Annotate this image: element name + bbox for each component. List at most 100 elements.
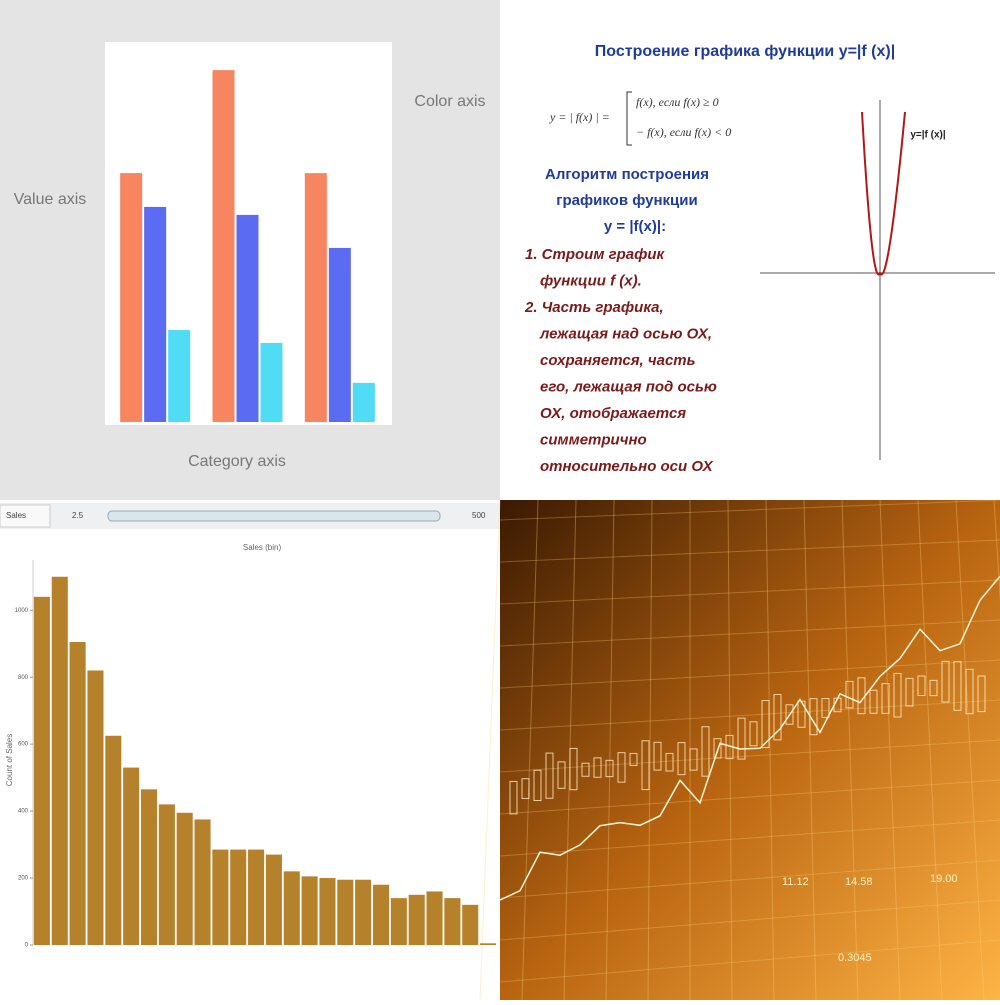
- photo-background: [500, 500, 1000, 1000]
- photo-grid: [841, 499, 859, 1001]
- bar: [304, 173, 327, 422]
- photo-candle: [713, 738, 722, 759]
- algorithm-step: относительно оси ОХ: [540, 458, 714, 475]
- photo-candle: [677, 742, 686, 776]
- algorithm-step: лежащая над осью ОХ,: [539, 325, 712, 342]
- bar: [352, 382, 375, 422]
- photo-candle: [689, 748, 698, 771]
- photo-candle: [665, 752, 674, 772]
- photo-grid: [955, 499, 985, 1001]
- bar: [480, 943, 497, 945]
- bar: [283, 871, 300, 945]
- bar: [33, 596, 50, 945]
- photo-labels: 11.12 14.58 19.00 0.3045: [782, 873, 958, 964]
- photo-grid: [499, 539, 1000, 563]
- algorithm-step: его, лежащая под осью: [540, 378, 717, 395]
- legend-title: Color axis: [414, 93, 485, 110]
- photo-grid: [499, 899, 1000, 941]
- bar: [168, 330, 191, 422]
- photo-candle: [737, 717, 746, 760]
- photo-candle: [845, 680, 854, 709]
- photo-candle: [785, 704, 794, 725]
- photo-candle: [917, 675, 926, 697]
- photo-label: 0.3045: [838, 952, 872, 964]
- algorithm-step: сохраняется, часть: [540, 352, 696, 369]
- photo-candle: [881, 683, 890, 714]
- filter-min: 2.5: [72, 511, 84, 520]
- algorithm-step: симметрично: [540, 431, 647, 448]
- graph-label: y=|f (x)|: [910, 130, 946, 141]
- bar: [236, 214, 259, 422]
- photo-candle: [953, 661, 962, 711]
- photo-candle: [641, 740, 650, 791]
- photo-grid: [647, 499, 653, 1001]
- algorithm-step: 1. Строим график: [525, 246, 666, 263]
- bar: [120, 173, 143, 422]
- y-tick-label: 0: [25, 943, 29, 949]
- photo-grid: [499, 779, 1000, 815]
- photo-grid: [993, 499, 1000, 602]
- bar: [51, 576, 68, 945]
- slide-text: Алгоритм построения графиков функции y = |…: [524, 166, 717, 475]
- photo-line: [499, 575, 1000, 901]
- bar: [87, 670, 104, 945]
- formula: y = | f(x) | = f(x), если f(x) ≥ 0 − f(x…: [549, 91, 731, 146]
- formula-case: − f(x), если f(x) < 0: [636, 125, 731, 139]
- photo-grid: [727, 499, 733, 1001]
- photo-candle: [581, 762, 590, 777]
- bar: [444, 898, 461, 945]
- bar: [390, 898, 407, 945]
- photo-candle: [941, 660, 950, 703]
- photo-candle: [701, 726, 710, 777]
- slider[interactable]: [107, 510, 441, 522]
- photo-grid: [879, 499, 901, 1001]
- photo-grid: [917, 499, 943, 1001]
- photo-candle: [569, 747, 578, 791]
- y-axis-label: Value axis: [14, 191, 87, 208]
- chart-title: Sales (bin): [243, 543, 282, 552]
- photo-candle: [557, 761, 566, 789]
- algorithm-heading: графиков функции: [556, 192, 697, 209]
- bar: [123, 767, 140, 945]
- photo-grid: [605, 499, 615, 1001]
- brace: [626, 91, 632, 146]
- bar: [230, 849, 247, 945]
- y-tick-label: 1000: [15, 608, 29, 614]
- photo-grid: [499, 939, 1000, 983]
- bar: [158, 804, 175, 945]
- bar: [212, 849, 229, 945]
- algorithm-step: ОХ, отображается: [540, 405, 686, 422]
- y-tick-label: 200: [18, 876, 29, 882]
- bar: [194, 819, 211, 945]
- bar: [301, 876, 318, 945]
- bar: [355, 879, 372, 945]
- y-tick-label: 600: [18, 742, 29, 748]
- x-axis-label: Category axis: [188, 453, 286, 470]
- function-graph: y=|f (x)|: [760, 100, 995, 460]
- algorithm-step: 2. Часть графика,: [524, 299, 664, 316]
- photo-candle: [653, 741, 662, 771]
- y-tick-label: 800: [18, 675, 29, 681]
- photo-label: 19.00: [930, 873, 958, 885]
- photo-grid: [499, 859, 1000, 899]
- bar: [69, 642, 86, 945]
- filter-label: Sales: [6, 511, 26, 520]
- photo-candle: [605, 759, 614, 778]
- photo-grid: [479, 499, 501, 1001]
- bar: [372, 884, 390, 945]
- photo-candle: [629, 752, 638, 766]
- photo-grid: [521, 499, 539, 1001]
- photo-grid: [499, 499, 1000, 521]
- bar: [248, 849, 265, 945]
- algorithm-heading: y = |f(x)|:: [604, 218, 666, 235]
- bar: [260, 342, 283, 422]
- y-tick-label: 400: [18, 809, 29, 815]
- bar: [265, 854, 282, 945]
- photo-grid: [765, 499, 775, 1001]
- bar: [144, 206, 167, 422]
- bar: [462, 904, 479, 945]
- slide-background: [500, 0, 1000, 500]
- curve: [861, 111, 906, 276]
- bar: [328, 247, 351, 422]
